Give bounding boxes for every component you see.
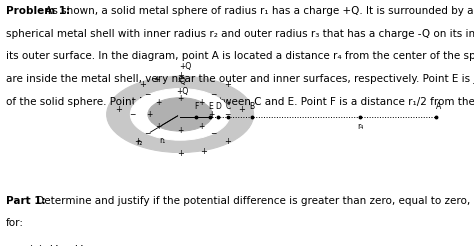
Text: +: + [177, 71, 183, 79]
Text: +: + [208, 110, 214, 119]
Text: Problem 1:: Problem 1: [6, 6, 70, 16]
Text: +Q: +Q [176, 87, 189, 96]
Circle shape [148, 98, 212, 131]
Text: Part 1:: Part 1: [6, 196, 46, 206]
Text: A: A [436, 102, 441, 111]
Text: +: + [139, 80, 146, 89]
Text: −: − [210, 130, 217, 138]
Text: +: + [224, 137, 231, 146]
Text: D: D [216, 102, 221, 111]
Text: B: B [249, 102, 254, 111]
Text: −: − [144, 90, 150, 99]
Circle shape [107, 76, 254, 153]
Text: As shown, a solid metal sphere of radius r₁ has a charge +Q. It is surrounded by: As shown, a solid metal sphere of radius… [42, 6, 474, 16]
Text: +: + [146, 110, 153, 119]
Text: −: − [144, 130, 150, 138]
Text: r₄: r₄ [357, 122, 364, 131]
Text: +: + [177, 126, 183, 135]
Text: for:: for: [6, 218, 24, 228]
Circle shape [130, 89, 230, 140]
Text: -Q: -Q [178, 77, 187, 86]
Text: +: + [201, 147, 207, 156]
Text: +: + [177, 149, 183, 158]
Text: +: + [198, 122, 205, 131]
Text: of the solid sphere. Point D is halfway between C and E. Point F is a distance r: of the solid sphere. Point D is halfway … [6, 97, 474, 107]
Text: +: + [224, 80, 231, 89]
Text: +: + [115, 105, 122, 114]
Text: −: − [224, 110, 231, 119]
Text: +: + [238, 105, 245, 114]
Text: +: + [155, 98, 162, 107]
Text: C: C [225, 102, 231, 111]
Text: −: − [210, 90, 217, 99]
Text: +: + [198, 98, 205, 107]
Text: +Q: +Q [179, 62, 191, 71]
Text: +: + [155, 122, 162, 131]
Text: its outer surface. In the diagram, point A is located a distance r₄ from the cen: its outer surface. In the diagram, point… [6, 51, 474, 62]
Text: r₂: r₂ [136, 138, 143, 147]
Text: Determine and justify if the potential difference is greater than zero, equal to: Determine and justify if the potential d… [33, 196, 474, 206]
Text: +: + [153, 76, 160, 84]
Text: +: + [177, 94, 183, 103]
Text: +: + [134, 137, 141, 146]
Text: are inside the metal shell, very near the outer and inner surfaces, respectively: are inside the metal shell, very near th… [6, 74, 474, 84]
Text: F: F [194, 102, 199, 111]
Text: spherical metal shell with inner radius r₂ and outer radius r₃ that has a charge: spherical metal shell with inner radius … [6, 29, 474, 39]
Text: r₁: r₁ [159, 136, 165, 145]
Text: (a)  $V_B-V_A$: (a) $V_B-V_A$ [28, 243, 88, 246]
Text: E: E [208, 102, 213, 111]
Text: −: − [129, 110, 136, 119]
